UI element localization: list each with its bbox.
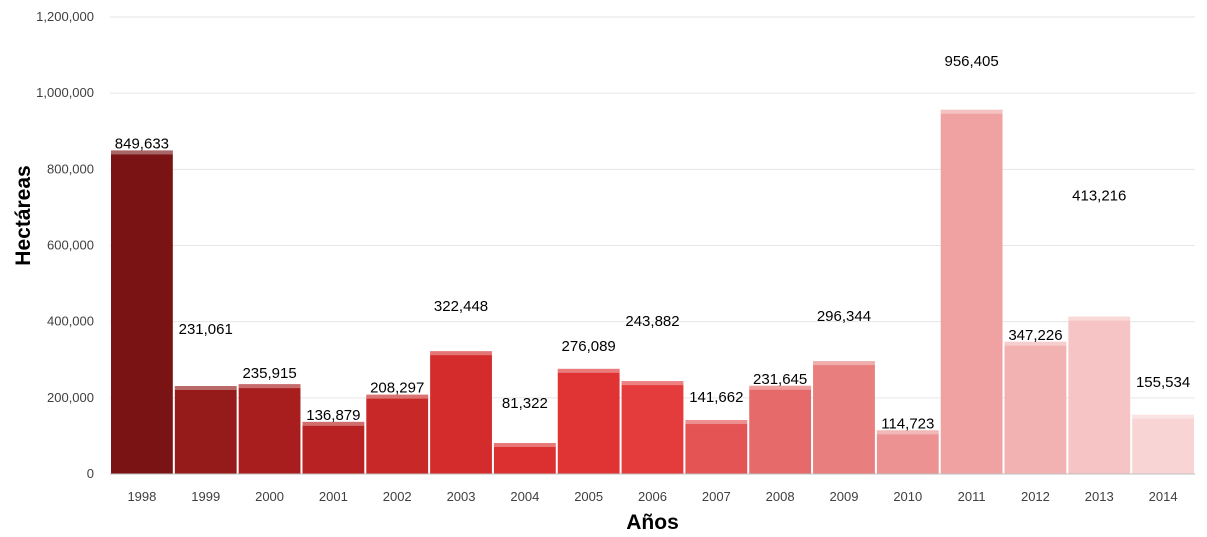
data-label: 136,879 (306, 407, 360, 424)
bar-highlight (621, 381, 684, 386)
y-tick-label: 400,000 (47, 314, 94, 329)
bar (876, 430, 939, 474)
data-label: 208,297 (370, 380, 424, 397)
y-tick-label: 1,200,000 (36, 9, 94, 24)
data-label: 413,216 (1072, 188, 1126, 205)
y-axis-title: Hectáreas (12, 165, 35, 265)
bar (366, 394, 429, 474)
bar-highlight (430, 351, 492, 356)
y-tick-label: 1,000,000 (36, 85, 94, 100)
data-label: 155,534 (1136, 374, 1190, 391)
bar (685, 420, 748, 474)
data-label: 231,061 (179, 321, 233, 338)
bar-highlight (366, 394, 429, 399)
bar (557, 368, 620, 474)
bar (1004, 341, 1067, 474)
bar (621, 381, 684, 474)
bar-highlight (493, 443, 556, 448)
bar-highlight (940, 109, 1003, 114)
x-tick-label: 2003 (447, 489, 476, 504)
bar-highlight (238, 384, 301, 389)
bar-highlight (1132, 414, 1194, 419)
bar (430, 351, 492, 474)
bar-highlight (174, 386, 237, 391)
data-label: 235,915 (242, 365, 296, 382)
data-label: 296,344 (817, 308, 871, 325)
x-tick-label: 2008 (766, 489, 795, 504)
x-axis-ticks: 1998 1999 2000 2001 2002 2003 2004 2005 2006 2007… (127, 489, 1177, 504)
data-label: 231,645 (753, 371, 807, 388)
x-tick-label: 2012 (1021, 489, 1050, 504)
bar (111, 150, 173, 474)
x-tick-label: 2006 (638, 489, 667, 504)
bar-highlight (302, 421, 365, 426)
x-tick-label: 2005 (574, 489, 603, 504)
data-label: 849,633 (115, 135, 169, 152)
y-tick-label: 0 (87, 466, 94, 481)
bar-highlight (1068, 316, 1131, 321)
bar (302, 421, 365, 474)
bar (174, 386, 237, 474)
bar (493, 443, 556, 474)
x-axis-title: Años (626, 511, 679, 534)
data-label: 276,089 (562, 338, 616, 355)
bar-highlight (876, 430, 939, 435)
x-tick-label: 2002 (383, 489, 412, 504)
x-tick-label: 2007 (702, 489, 731, 504)
data-label: 141,662 (689, 389, 743, 406)
x-tick-label: 2001 (319, 489, 348, 504)
bar (813, 361, 875, 474)
bar-highlight (111, 150, 173, 155)
y-tick-label: 800,000 (47, 161, 94, 176)
x-tick-label: 2004 (510, 489, 539, 504)
x-tick-label: 1999 (191, 489, 220, 504)
data-label: 81,322 (502, 395, 548, 412)
bar-highlight (1004, 341, 1067, 346)
x-tick-label: 2009 (830, 489, 859, 504)
data-label: 956,405 (945, 53, 999, 70)
x-tick-label: 2010 (893, 489, 922, 504)
data-label: 243,882 (625, 313, 679, 330)
bar-highlight (685, 420, 748, 425)
data-labels: 849,633 231,061 235,915 136,879 208,297 322,4… (115, 53, 1190, 433)
y-tick-label: 200,000 (47, 390, 94, 405)
x-tick-label: 2014 (1149, 489, 1178, 504)
bar (940, 109, 1003, 474)
data-label: 322,448 (434, 298, 488, 315)
bar-highlight (813, 361, 875, 366)
y-tick-label: 600,000 (47, 238, 94, 253)
bar (238, 384, 301, 474)
y-axis-ticks: 0 200,000 400,000 600,000 800,000 1,000,000 1,… (36, 9, 94, 481)
bars (111, 109, 1194, 474)
x-tick-label: 1998 (127, 489, 156, 504)
x-tick-label: 2011 (958, 489, 986, 504)
x-tick-label: 2013 (1085, 489, 1114, 504)
bar (1068, 316, 1131, 474)
bar (1132, 414, 1194, 474)
data-label: 347,226 (1008, 327, 1062, 344)
x-tick-label: 2000 (255, 489, 284, 504)
bar-highlight (557, 368, 620, 373)
data-label: 114,723 (881, 415, 934, 432)
bar-highlight (749, 385, 812, 390)
bar (749, 385, 812, 474)
